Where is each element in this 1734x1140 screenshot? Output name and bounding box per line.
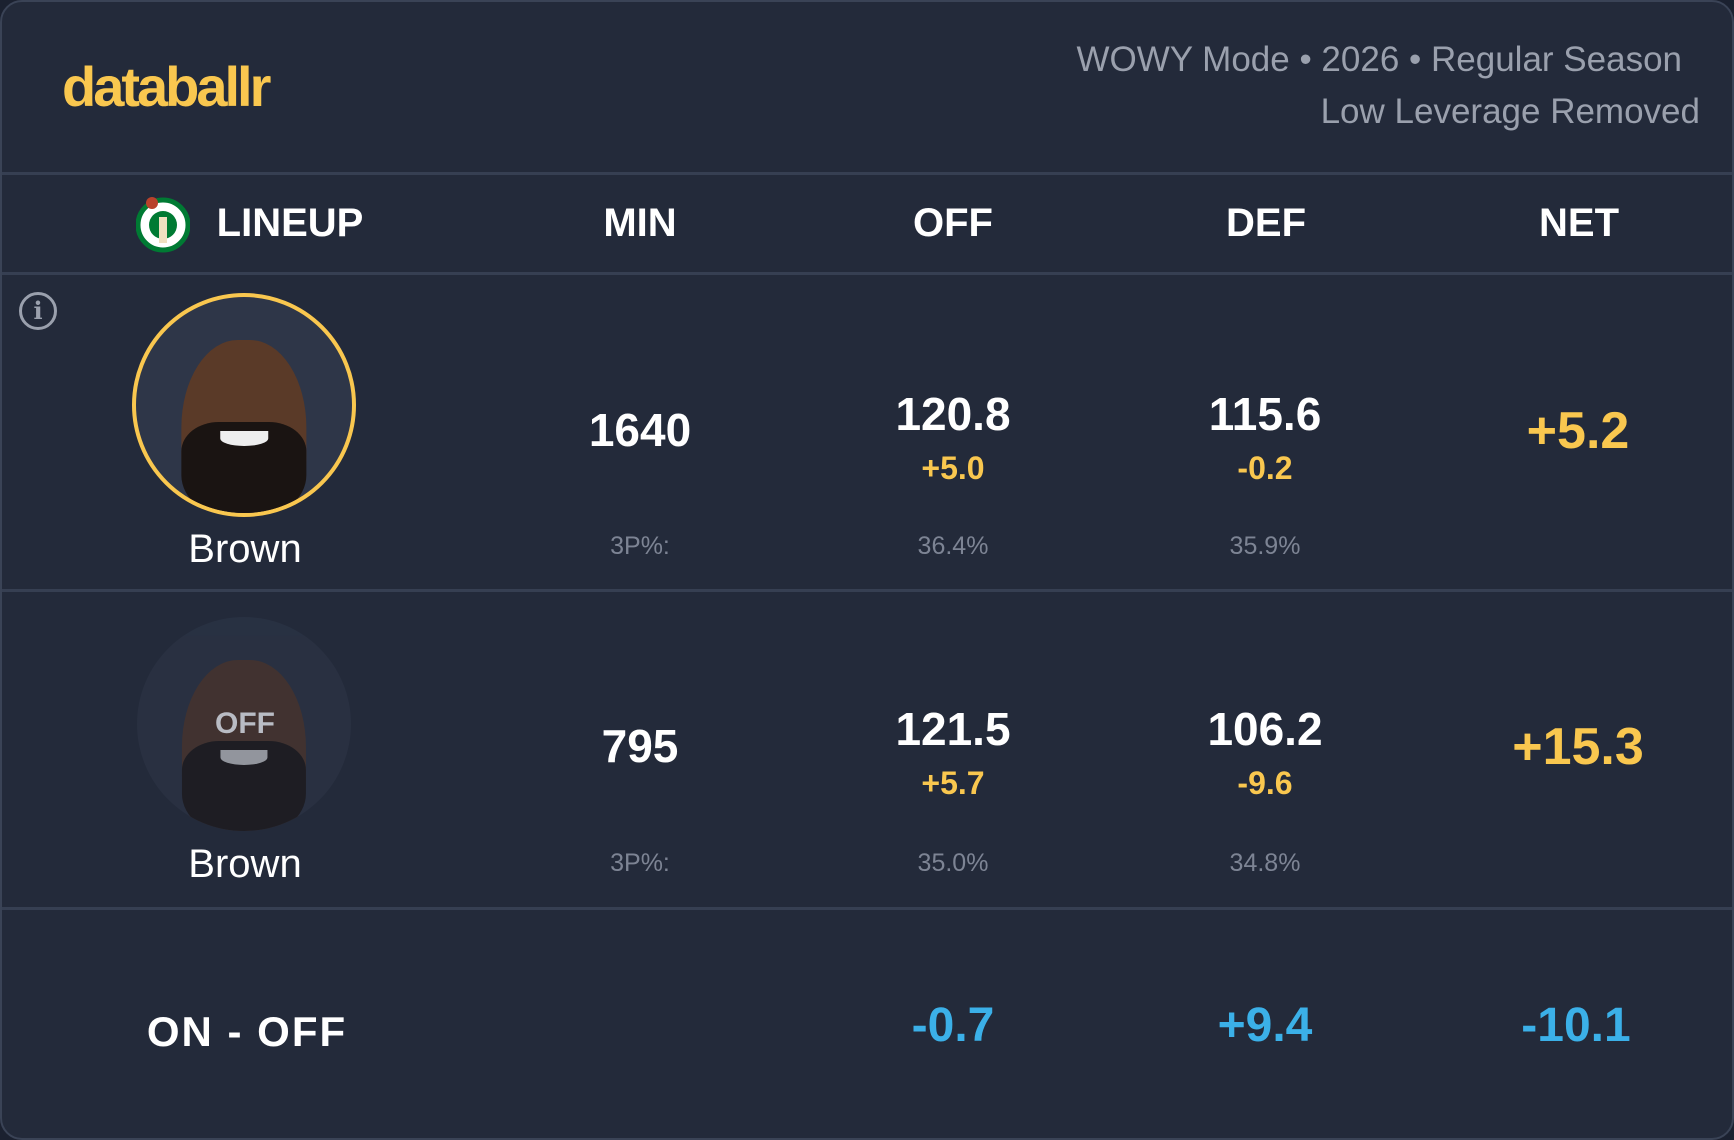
min-value: 795 <box>601 720 679 772</box>
info-icon[interactable]: i <box>19 292 57 330</box>
min-value: 1640 <box>588 404 692 456</box>
on-off-row: ON - OFF -0.7 +9.4 -10.1 <box>2 910 1732 1138</box>
column-lineup[interactable]: LINEUP <box>216 201 364 245</box>
def-delta: -0.2 <box>1237 450 1293 486</box>
off-3p: 36.4% <box>917 532 989 560</box>
def-diff: +9.4 <box>1217 999 1313 1052</box>
on-off-label: ON - OFF <box>146 1008 348 1055</box>
off-3p: 35.0% <box>917 849 989 877</box>
off-rating: 120.8 <box>895 388 1011 440</box>
databallr-logo[interactable]: databallr <box>62 55 271 118</box>
column-min[interactable]: MIN <box>603 201 677 245</box>
def-3p: 34.8% <box>1229 849 1301 877</box>
table-row-on: i Brown 1640 120.8 +5.0 115.6 -0.2 +5.2 … <box>2 275 1732 592</box>
def-3p: 35.9% <box>1229 532 1301 560</box>
net-rating: +15.3 <box>1512 718 1644 776</box>
player-avatar <box>132 293 356 517</box>
table-header: LINEUP MIN OFF DEF NET <box>2 175 1732 275</box>
off-badge: OFF <box>215 707 275 740</box>
column-net[interactable]: NET <box>1539 201 1619 245</box>
off-rating: 121.5 <box>895 703 1011 755</box>
def-rating: 115.6 <box>1208 388 1322 440</box>
def-delta: -9.6 <box>1237 765 1293 801</box>
player-name: Brown <box>188 527 302 571</box>
celtics-logo-icon <box>136 197 190 253</box>
table-row-off: OFF Brown 795 121.5 +5.7 106.2 -9.6 +15.… <box>2 592 1732 910</box>
column-off[interactable]: OFF <box>913 201 993 245</box>
off-diff: -0.7 <box>911 999 995 1052</box>
player-avatar-off <box>137 617 351 831</box>
player-name: Brown <box>188 842 302 886</box>
net-rating: +5.2 <box>1526 402 1630 460</box>
column-def[interactable]: DEF <box>1226 201 1306 245</box>
leverage-subtitle: Low Leverage Removed <box>1320 92 1700 131</box>
def-rating: 106.2 <box>1207 703 1323 755</box>
off-delta: +5.7 <box>921 765 985 801</box>
3p-label: 3P%: <box>610 849 670 877</box>
mode-subtitle: WOWY Mode • 2026 • Regular Season <box>1076 40 1682 79</box>
header: databallr WOWY Mode • 2026 • Regular Sea… <box>2 2 1732 175</box>
off-delta: +5.0 <box>921 450 985 486</box>
net-diff: -10.1 <box>1521 999 1631 1052</box>
3p-label: 3P%: <box>610 532 670 560</box>
